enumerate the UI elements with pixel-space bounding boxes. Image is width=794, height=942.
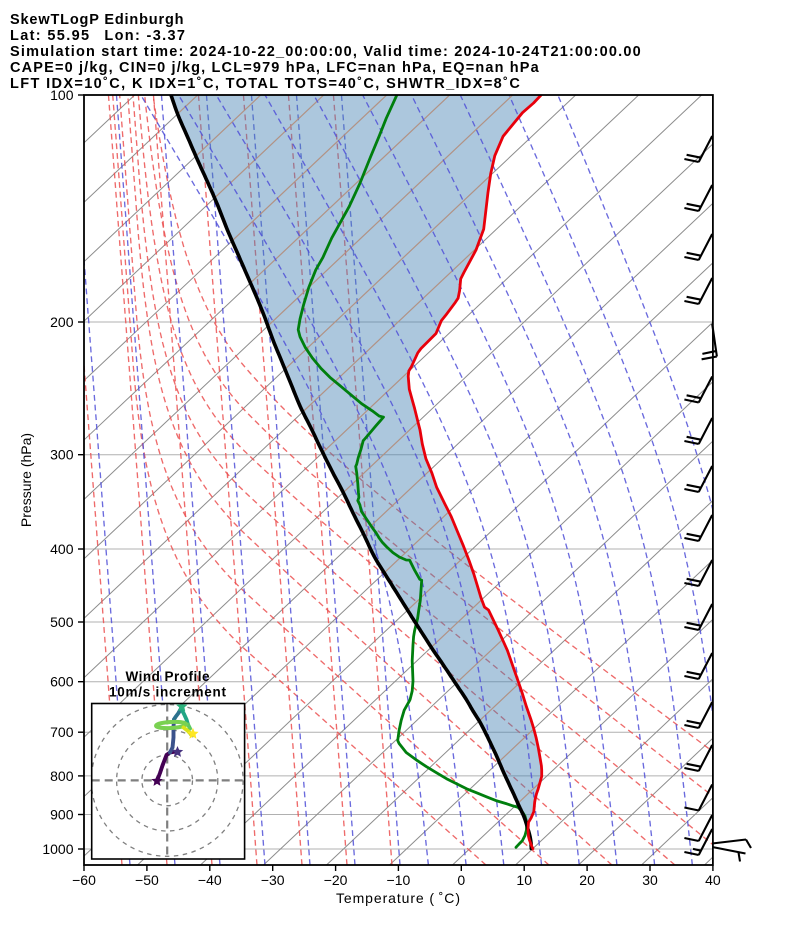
svg-text:10m/s increment: 10m/s increment bbox=[109, 685, 227, 700]
svg-text:SkewTLogP Edinburgh: SkewTLogP Edinburgh bbox=[10, 12, 184, 28]
svg-text:Temperature ( ˚C): Temperature ( ˚C) bbox=[336, 890, 460, 906]
svg-text:−20: −20 bbox=[324, 872, 348, 888]
svg-text:30: 30 bbox=[642, 872, 658, 888]
svg-text:600: 600 bbox=[50, 674, 74, 690]
svg-text:−10: −10 bbox=[387, 872, 411, 888]
svg-text:400: 400 bbox=[50, 541, 74, 557]
svg-text:Pressure (hPa): Pressure (hPa) bbox=[18, 433, 34, 527]
svg-text:1000: 1000 bbox=[42, 841, 73, 857]
svg-text:LFT IDX=10˚C, K IDX=1˚C, TOTAL: LFT IDX=10˚C, K IDX=1˚C, TOTAL TOTS=40˚C… bbox=[10, 76, 520, 92]
svg-text:40: 40 bbox=[705, 872, 721, 888]
svg-text:20: 20 bbox=[579, 872, 595, 888]
svg-text:−60: −60 bbox=[72, 872, 96, 888]
svg-text:Simulation start time: 2024-10: Simulation start time: 2024-10-22_00:00:… bbox=[10, 44, 641, 60]
svg-text:CAPE=0 j/kg, CIN=0 j/kg, LCL=9: CAPE=0 j/kg, CIN=0 j/kg, LCL=979 hPa, LF… bbox=[10, 60, 540, 76]
svg-text:10: 10 bbox=[516, 872, 532, 888]
svg-text:0: 0 bbox=[457, 872, 465, 888]
svg-text:−40: −40 bbox=[198, 872, 222, 888]
svg-text:−50: −50 bbox=[135, 872, 159, 888]
svg-text:200: 200 bbox=[50, 314, 74, 330]
svg-text:800: 800 bbox=[50, 768, 74, 784]
svg-text:700: 700 bbox=[50, 724, 74, 740]
svg-text:100: 100 bbox=[50, 87, 74, 103]
svg-text:−30: −30 bbox=[261, 872, 285, 888]
svg-text:Lat: 55.95 Lon: -3.37: Lat: 55.95 Lon: -3.37 bbox=[10, 28, 185, 44]
svg-text:300: 300 bbox=[50, 447, 74, 463]
svg-text:Wind Profile: Wind Profile bbox=[126, 669, 210, 684]
svg-text:500: 500 bbox=[50, 614, 74, 630]
svg-text:900: 900 bbox=[50, 807, 74, 823]
